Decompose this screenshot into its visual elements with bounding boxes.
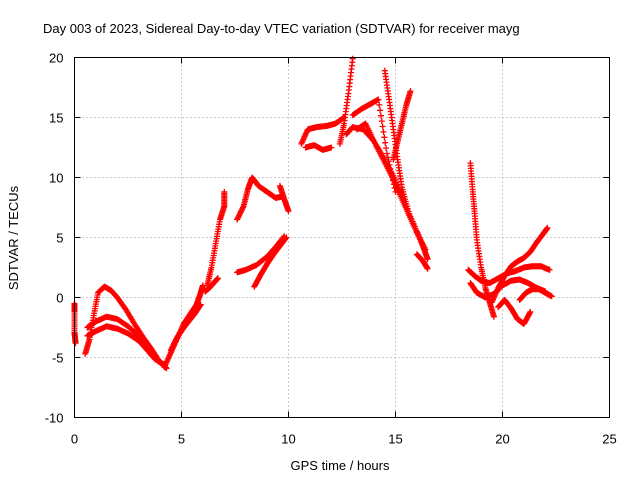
y-axis-label: SDTVAR / TECUs: [6, 185, 21, 290]
data-point: [527, 308, 534, 315]
data-point: [377, 112, 384, 119]
series-arc-n: [336, 55, 356, 147]
data-point: [389, 173, 396, 180]
data-point: [152, 356, 159, 363]
data-point: [386, 162, 393, 169]
series-arc-o: [343, 124, 431, 263]
series-arc-p: [353, 120, 429, 253]
data-point: [377, 107, 384, 114]
series-arc-k: [276, 182, 292, 215]
data-point: [197, 301, 204, 308]
series-edge-points: [71, 300, 79, 347]
series-arc-f: [204, 188, 228, 289]
data-point: [379, 123, 386, 130]
x-tick-label: 15: [388, 432, 402, 447]
data-point: [389, 177, 396, 184]
grid: [74, 57, 610, 418]
x-tick-label: 0: [71, 432, 78, 447]
data-point: [424, 265, 431, 272]
y-tick-label: 20: [49, 51, 63, 66]
series-arc-c: [84, 323, 159, 363]
data-point: [490, 313, 497, 320]
series-arc-x: [488, 224, 551, 306]
data-point: [376, 101, 383, 108]
y-tick-label: -5: [52, 351, 64, 366]
series-arc-g: [202, 275, 221, 295]
data-point: [546, 266, 553, 273]
series-arc-s: [390, 88, 414, 163]
data-point: [349, 55, 356, 62]
data-point: [383, 150, 390, 157]
data-point: [285, 208, 292, 215]
series-arc-i: [234, 233, 288, 276]
data-point: [384, 154, 391, 161]
data-point: [381, 134, 388, 141]
series-arc-q: [349, 96, 399, 195]
data-point: [385, 158, 392, 165]
data-point: [380, 128, 387, 135]
x-tick-label: 25: [602, 432, 616, 447]
series-arc-y: [495, 296, 534, 327]
data-point: [221, 188, 228, 195]
data-point: [375, 96, 382, 103]
x-axis-label: GPS time / hours: [291, 458, 390, 473]
data-point: [328, 144, 335, 151]
data-point: [388, 169, 395, 176]
data-point: [391, 185, 398, 192]
data-point: [424, 256, 431, 263]
series-arc-m: [302, 142, 335, 153]
series-arc-e: [167, 301, 204, 354]
y-tick-label: 5: [56, 231, 63, 246]
plot-frame: [74, 57, 610, 418]
x-tick-label: 5: [178, 432, 185, 447]
x-tick-label: 10: [281, 432, 295, 447]
data-point: [422, 246, 429, 253]
y-tick-label: -10: [45, 411, 64, 426]
data-point: [548, 293, 555, 300]
data-point: [283, 234, 290, 241]
data-point: [378, 118, 385, 125]
data-point: [383, 145, 390, 152]
x-tick-label: 20: [495, 432, 509, 447]
series-arc-j: [251, 234, 290, 290]
data-marks: [71, 55, 555, 372]
data-point: [214, 275, 221, 282]
series-arc-z: [516, 286, 555, 303]
data-point: [392, 188, 399, 195]
y-tick-label: 10: [49, 171, 63, 186]
axis-ticks: 0 5 10 15 20 25 -10 -5 0 5 10 15 20: [45, 51, 617, 447]
data-point: [407, 88, 414, 95]
series-arc-l: [298, 114, 348, 147]
chart-title: Day 003 of 2023, Sidereal Day-to-day VTE…: [43, 21, 520, 36]
data-point: [544, 224, 551, 231]
data-point: [382, 139, 389, 146]
y-tick-label: 15: [49, 111, 63, 126]
data-point: [390, 181, 397, 188]
series-arc-t: [413, 251, 431, 272]
series-arc-h: [234, 174, 286, 223]
data-point: [405, 208, 412, 215]
data-point: [387, 165, 394, 172]
y-tick-label: 0: [56, 291, 63, 306]
data-point: [72, 340, 79, 347]
